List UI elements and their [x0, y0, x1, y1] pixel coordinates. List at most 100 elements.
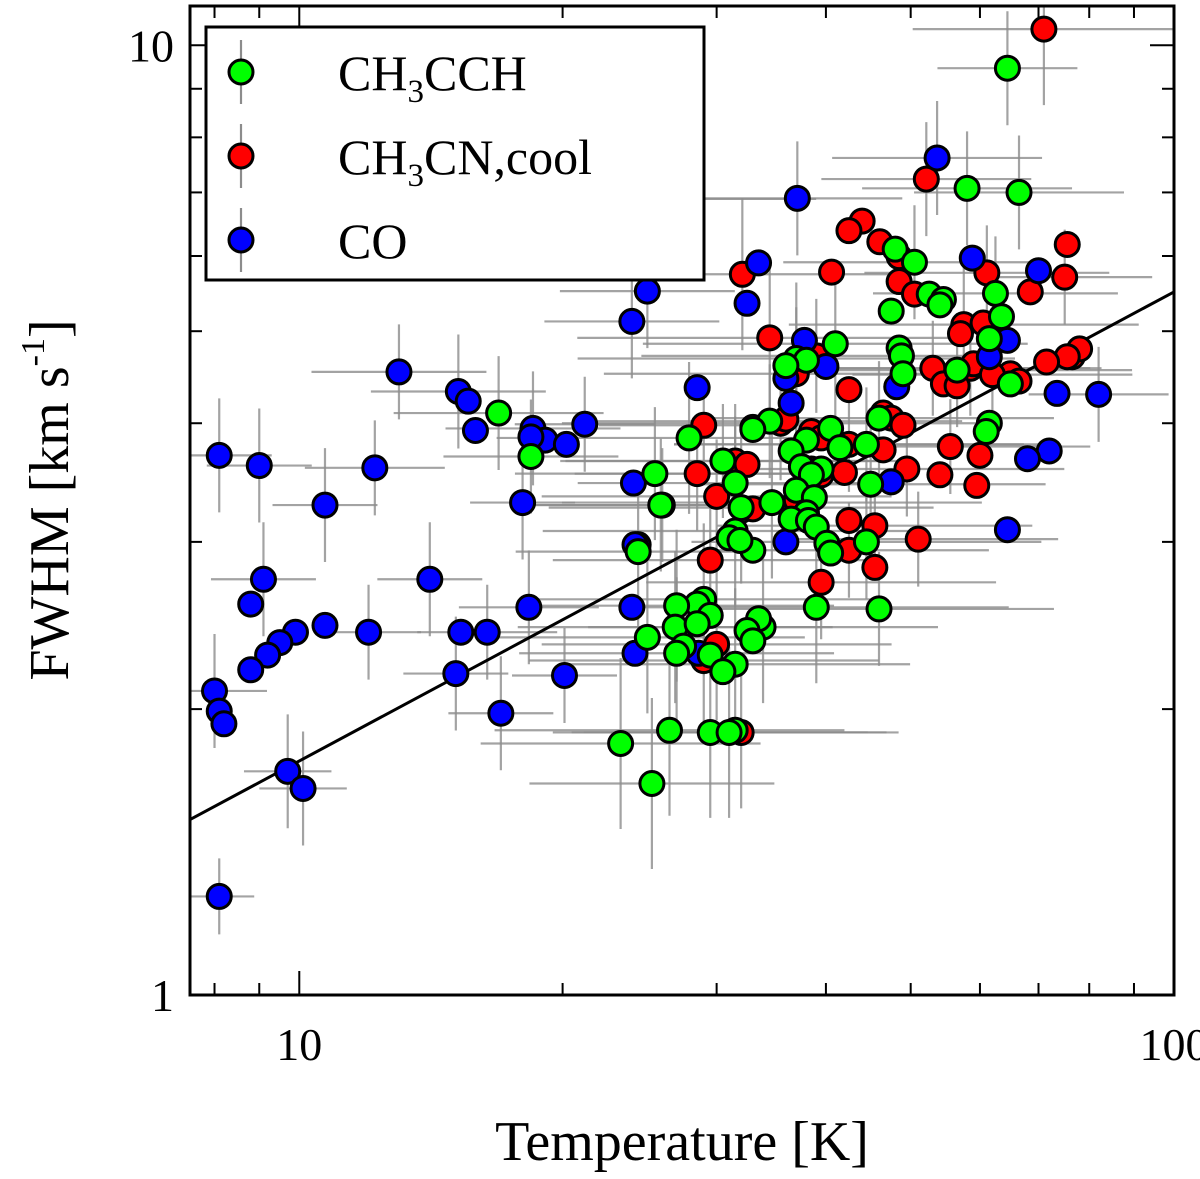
point-ch3cn-cool — [696, 546, 724, 574]
point-co — [618, 593, 646, 621]
x-tick-label: 100 — [1140, 1019, 1200, 1070]
point-co — [473, 618, 501, 646]
point-ch3cch — [739, 627, 767, 655]
point-co — [249, 565, 277, 593]
point-co — [237, 656, 265, 684]
point-co — [683, 374, 711, 402]
point-ch3cn-cool — [936, 433, 964, 461]
point-ch3cch — [675, 424, 703, 452]
point-co — [289, 774, 317, 802]
point-co — [355, 618, 383, 646]
point-ch3cn-cool — [1053, 230, 1081, 258]
point-co — [311, 491, 339, 519]
point-ch3cch — [889, 360, 917, 388]
legend-label: CH3CN,cool — [338, 129, 592, 194]
point-ch3cch — [826, 434, 854, 462]
point-ch3cch — [726, 527, 754, 555]
point-ch3cch — [709, 447, 737, 475]
point-ch3cch — [715, 718, 743, 746]
point-co — [361, 454, 389, 482]
point-co — [1085, 380, 1113, 408]
point-ch3cch — [721, 469, 749, 497]
y-axis-title: FWHM [km s-1] — [15, 319, 81, 680]
legend-label-subscript: 3 — [407, 74, 424, 110]
point-co — [245, 452, 273, 480]
point-ch3cch — [633, 623, 661, 651]
point-ch3cn-cool — [807, 568, 835, 596]
point-co — [237, 590, 265, 618]
point-co — [923, 144, 951, 172]
point-co — [993, 516, 1021, 544]
point-ch3cch — [993, 54, 1021, 82]
point-ch3cch — [852, 528, 880, 556]
legend-label-main: CO — [338, 213, 407, 269]
point-ch3cn-cool — [703, 482, 731, 510]
legend-label-rest: CN,cool — [424, 129, 592, 185]
point-ch3cch — [953, 174, 981, 202]
point-co — [509, 489, 537, 517]
point-ch3cn-cool — [835, 376, 863, 404]
point-co — [205, 441, 233, 469]
point-ch3cch — [857, 470, 885, 498]
y-tick-label: 1 — [151, 970, 174, 1021]
point-ch3cch — [821, 330, 849, 358]
tick-labels-layer: 10 100 1 10 — [128, 20, 1200, 1070]
point-ch3cn-cool — [835, 217, 863, 245]
point-ch3cch — [900, 248, 928, 276]
point-co — [772, 528, 800, 556]
point-ch3cch — [709, 658, 737, 686]
point-ch3cch — [926, 291, 954, 319]
point-ch3cn-cool — [946, 320, 974, 348]
point-co — [442, 660, 470, 688]
legend-label-main: CH — [338, 129, 407, 185]
point-co — [205, 882, 233, 910]
data-points-layer — [201, 15, 1113, 910]
plot-frame — [188, 4, 1176, 997]
legend-label-main: CH — [338, 45, 407, 101]
legend-marker — [227, 142, 255, 170]
point-co — [777, 389, 805, 417]
point-ch3cch — [758, 489, 786, 517]
point-ch3cn-cool — [889, 411, 917, 439]
point-ch3cn-cool — [963, 471, 991, 499]
point-co — [1043, 379, 1071, 407]
legend-marker — [227, 226, 255, 254]
point-ch3cch — [485, 399, 513, 427]
point-co — [733, 289, 761, 317]
point-co — [958, 244, 986, 272]
point-co — [447, 618, 475, 646]
point-co — [552, 430, 580, 458]
x-axis-title: Temperature [K] — [495, 1111, 869, 1173]
point-ch3cch — [881, 235, 909, 263]
point-ch3cch — [739, 415, 767, 443]
point-ch3cch — [772, 352, 800, 380]
point-ch3cn-cool — [683, 460, 711, 488]
point-co — [571, 410, 599, 438]
point-ch3cch — [975, 325, 1003, 353]
point-co — [385, 358, 413, 386]
point-ch3cn-cool — [835, 506, 863, 534]
point-ch3cn-cool — [1033, 348, 1061, 376]
point-ch3cch — [865, 595, 893, 623]
point-co — [1025, 257, 1053, 285]
point-co — [274, 757, 302, 785]
point-co — [515, 593, 543, 621]
point-ch3cn-cool — [861, 553, 889, 581]
point-ch3cch — [972, 418, 1000, 446]
legend-label: CO — [338, 213, 407, 269]
y-axis-title-close: ] — [19, 319, 81, 338]
point-co — [550, 661, 578, 689]
point-ch3cch — [981, 279, 1009, 307]
point-ch3cn-cool — [830, 458, 858, 486]
point-co — [1013, 445, 1041, 473]
point-ch3cch — [656, 716, 684, 744]
point-ch3cn-cool — [818, 258, 846, 286]
legend-marker — [227, 58, 255, 86]
point-ch3cch — [638, 769, 666, 797]
y-tick-label: 10 — [128, 20, 174, 71]
legend-label: CH3CCH — [338, 45, 527, 110]
point-ch3cn-cool — [1051, 263, 1079, 291]
point-co — [254, 641, 282, 669]
